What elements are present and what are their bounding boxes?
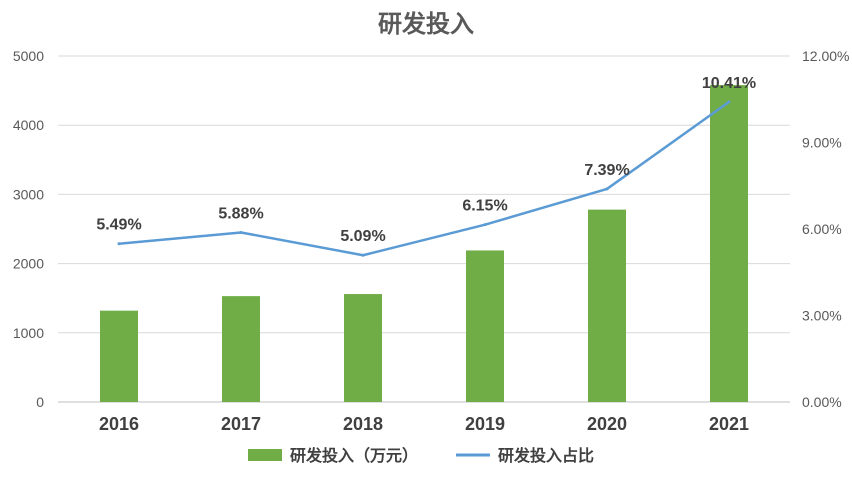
series-line xyxy=(118,100,730,257)
bar xyxy=(222,296,260,402)
right-tick-label: 12.00% xyxy=(802,48,849,64)
category-label: 2018 xyxy=(343,414,383,434)
bar xyxy=(466,250,504,402)
line-point xyxy=(239,230,243,234)
line-point xyxy=(117,242,121,246)
bar xyxy=(344,294,382,402)
legend-label-bars: 研发投入（万元） xyxy=(290,446,418,465)
legend-label-line: 研发投入占比 xyxy=(498,446,594,465)
line-data-labels: 5.49% 5.88% 5.09% 6.15% 7.39% 10.41% xyxy=(96,75,756,245)
legend-item-line: 研发投入占比 xyxy=(456,446,594,465)
category-label: 2020 xyxy=(587,414,627,434)
right-axis-ticks: 0.00% 3.00% 6.00% 9.00% 12.00% xyxy=(802,48,849,410)
left-tick-label: 0 xyxy=(36,394,44,410)
left-tick-label: 1000 xyxy=(13,325,44,341)
legend-item-bars: 研发投入（万元） xyxy=(248,446,418,465)
category-label: 2017 xyxy=(221,414,261,434)
bar-series xyxy=(100,85,748,403)
right-tick-label: 3.00% xyxy=(802,308,842,324)
line-point xyxy=(361,253,365,257)
chart-title: 研发投入 xyxy=(378,10,474,38)
line-data-label: 6.15% xyxy=(462,198,507,215)
right-tick-label: 6.00% xyxy=(802,221,842,237)
legend-swatch-bar xyxy=(248,449,282,461)
bar xyxy=(100,310,138,402)
right-tick-label: 0.00% xyxy=(802,394,842,410)
gridlines xyxy=(58,55,790,403)
line-data-label: 5.49% xyxy=(96,217,141,234)
category-label: 2021 xyxy=(709,414,749,434)
category-label: 2016 xyxy=(99,414,139,434)
legend: 研发投入（万元） 研发投入占比 xyxy=(248,446,594,465)
left-tick-label: 3000 xyxy=(13,186,44,202)
line-point xyxy=(727,100,731,104)
line-data-label: 5.09% xyxy=(340,228,385,245)
line-data-label: 7.39% xyxy=(584,162,629,179)
left-axis-ticks: 0 1000 2000 3000 4000 5000 xyxy=(13,48,44,410)
category-labels: 2016 2017 2018 2019 2020 2021 xyxy=(99,414,749,434)
bar xyxy=(588,209,626,402)
line-data-label: 10.41% xyxy=(702,75,756,92)
right-tick-label: 9.00% xyxy=(802,135,842,151)
line-data-label: 5.88% xyxy=(218,205,263,222)
category-label: 2019 xyxy=(465,414,505,434)
left-tick-label: 2000 xyxy=(13,256,44,272)
bar xyxy=(710,85,748,403)
line-point xyxy=(605,187,609,191)
left-tick-label: 5000 xyxy=(13,48,44,64)
line-series xyxy=(117,100,731,257)
line-point xyxy=(483,223,487,227)
left-tick-label: 4000 xyxy=(13,117,44,133)
